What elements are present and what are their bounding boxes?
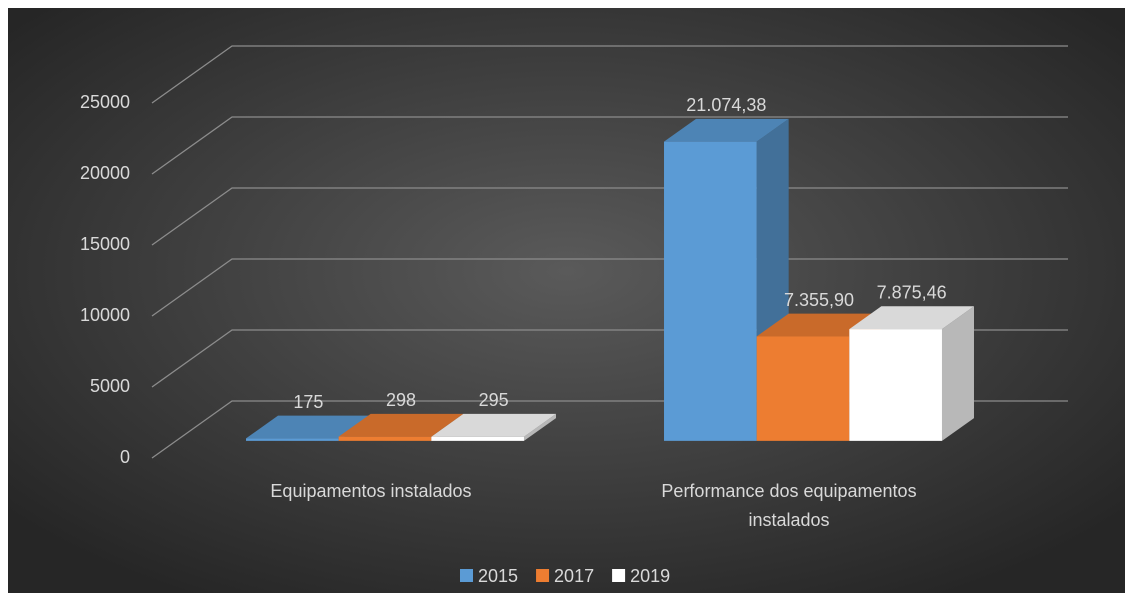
bar-top: [338, 413, 464, 437]
x-tick-label: Performance dos equipamentos instalados: [661, 481, 917, 530]
bar-top: [664, 118, 789, 142]
legend-label: 2019: [630, 566, 670, 586]
data-label: 21.074,38: [686, 95, 766, 115]
grid-line: [151, 116, 1068, 175]
y-tick-label: 20000: [80, 163, 130, 183]
bar-top: [849, 306, 974, 330]
grid-line: [151, 187, 1068, 246]
x-tick-label: Equipamentos instalados: [270, 481, 472, 501]
legend-swatch: [536, 569, 550, 582]
data-label: 7.875,46: [877, 282, 947, 302]
bar-side: [941, 306, 974, 441]
bar-top: [431, 413, 556, 437]
chart-background: [8, 8, 1125, 593]
grid-line: [151, 45, 1068, 104]
y-tick-label: 0: [120, 447, 130, 467]
data-label: 175: [293, 392, 323, 412]
bar: [664, 141, 757, 441]
bar-top: [246, 415, 371, 439]
bar: [756, 336, 850, 441]
bar: [246, 438, 339, 441]
legend-swatch: [460, 569, 473, 582]
grid-line: [151, 258, 1068, 317]
bar: [431, 436, 524, 441]
y-tick-label: 25000: [80, 92, 130, 112]
bar: [338, 436, 432, 441]
legend-label: 2015: [478, 566, 518, 586]
y-tick-label: 15000: [80, 234, 130, 254]
bar-side: [523, 413, 556, 441]
bar: [849, 329, 942, 441]
y-tick-label: 10000: [80, 305, 130, 325]
y-tick-label: 5000: [90, 376, 130, 396]
data-label: 298: [386, 390, 416, 410]
legend-label: 2017: [554, 566, 594, 586]
legend-swatch: [612, 569, 626, 582]
data-label: 295: [479, 390, 509, 410]
data-label: 7.355,90: [784, 290, 854, 310]
